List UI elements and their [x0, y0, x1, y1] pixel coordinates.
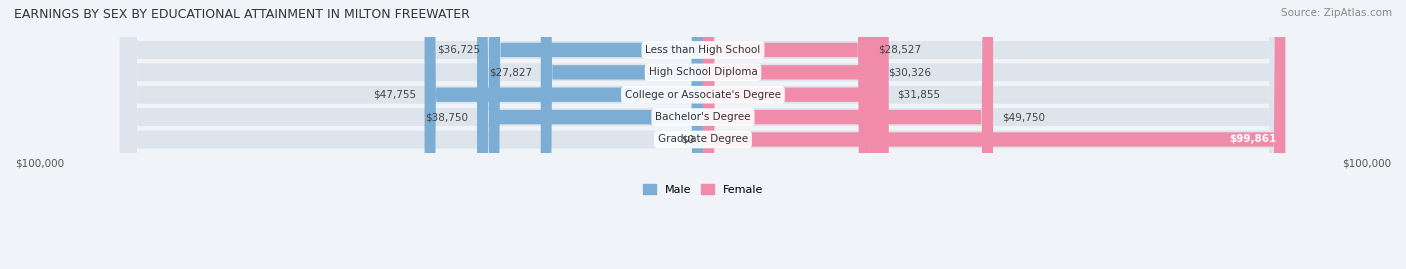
FancyBboxPatch shape [703, 0, 869, 269]
FancyBboxPatch shape [703, 0, 1285, 269]
FancyBboxPatch shape [477, 0, 703, 269]
Text: $0: $0 [681, 134, 695, 144]
Text: $30,326: $30,326 [889, 67, 932, 77]
FancyBboxPatch shape [703, 0, 993, 269]
Text: $38,750: $38,750 [426, 112, 468, 122]
Text: $49,750: $49,750 [1002, 112, 1045, 122]
Text: $36,725: $36,725 [437, 45, 479, 55]
Text: Bachelor's Degree: Bachelor's Degree [655, 112, 751, 122]
Text: $28,527: $28,527 [879, 45, 921, 55]
FancyBboxPatch shape [120, 0, 1286, 269]
Text: Graduate Degree: Graduate Degree [658, 134, 748, 144]
FancyBboxPatch shape [489, 0, 703, 269]
Text: $99,861: $99,861 [1229, 134, 1277, 144]
Text: $100,000: $100,000 [15, 158, 65, 168]
Text: High School Diploma: High School Diploma [648, 67, 758, 77]
Text: $27,827: $27,827 [489, 67, 531, 77]
FancyBboxPatch shape [703, 0, 889, 269]
FancyBboxPatch shape [120, 0, 1286, 269]
FancyBboxPatch shape [425, 0, 703, 269]
Text: Less than High School: Less than High School [645, 45, 761, 55]
FancyBboxPatch shape [541, 0, 703, 269]
FancyBboxPatch shape [120, 0, 1286, 269]
Text: $100,000: $100,000 [1341, 158, 1391, 168]
Text: $31,855: $31,855 [897, 90, 941, 100]
FancyBboxPatch shape [120, 0, 1286, 269]
Text: EARNINGS BY SEX BY EDUCATIONAL ATTAINMENT IN MILTON FREEWATER: EARNINGS BY SEX BY EDUCATIONAL ATTAINMEN… [14, 8, 470, 21]
Legend: Male, Female: Male, Female [638, 180, 768, 200]
FancyBboxPatch shape [703, 0, 880, 269]
Text: Source: ZipAtlas.com: Source: ZipAtlas.com [1281, 8, 1392, 18]
Text: College or Associate's Degree: College or Associate's Degree [626, 90, 780, 100]
FancyBboxPatch shape [120, 0, 1286, 269]
Text: $47,755: $47,755 [373, 90, 416, 100]
